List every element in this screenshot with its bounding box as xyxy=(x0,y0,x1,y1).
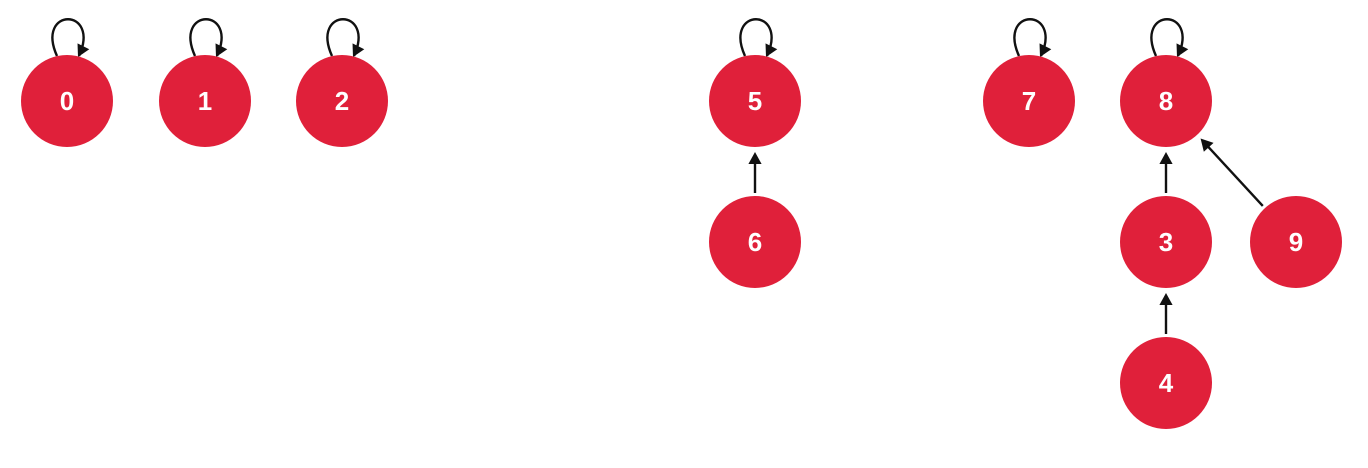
node-circle-6 xyxy=(709,196,801,288)
node-label-3: 3 xyxy=(1159,227,1173,257)
node-1: 1 xyxy=(159,55,251,147)
self-loop-0 xyxy=(51,18,85,57)
self-loop-arrowhead-7 xyxy=(1039,43,1052,57)
self-loop-arrowhead-2 xyxy=(352,43,365,57)
edge-arrowhead-9-to-8 xyxy=(1200,138,1214,152)
node-5: 5 xyxy=(709,55,801,147)
self-loop-1 xyxy=(189,18,223,57)
self-loop-arrowhead-0 xyxy=(77,43,90,57)
self-loop-7 xyxy=(1013,18,1047,57)
node-label-2: 2 xyxy=(335,86,349,116)
node-circle-1 xyxy=(159,55,251,147)
node-circle-8 xyxy=(1120,55,1212,147)
node-label-4: 4 xyxy=(1159,368,1174,398)
node-3: 3 xyxy=(1120,196,1212,288)
nodes-layer: 0 1 2 5 6 7 8 3 9 4 xyxy=(21,55,1342,429)
node-circle-9 xyxy=(1250,196,1342,288)
node-circle-7 xyxy=(983,55,1075,147)
node-7: 7 xyxy=(983,55,1075,147)
edge-9-to-8 xyxy=(1206,144,1264,207)
edge-arrowhead-6-to-5 xyxy=(748,152,762,164)
node-label-0: 0 xyxy=(60,86,74,116)
node-label-9: 9 xyxy=(1289,227,1303,257)
node-label-6: 6 xyxy=(748,227,762,257)
node-circle-4 xyxy=(1120,337,1212,429)
node-6: 6 xyxy=(709,196,801,288)
node-0: 0 xyxy=(21,55,113,147)
edge-arrowhead-4-to-3 xyxy=(1159,293,1173,305)
self-loops-layer xyxy=(51,18,1189,57)
node-label-8: 8 xyxy=(1159,86,1173,116)
self-loop-8 xyxy=(1150,18,1184,57)
self-loop-5 xyxy=(739,18,773,57)
edges-layer xyxy=(748,138,1264,334)
node-label-1: 1 xyxy=(198,86,212,116)
node-label-5: 5 xyxy=(748,86,762,116)
self-loop-arrowhead-1 xyxy=(215,43,228,57)
node-4: 4 xyxy=(1120,337,1212,429)
node-9: 9 xyxy=(1250,196,1342,288)
node-circle-5 xyxy=(709,55,801,147)
self-loop-arrowhead-8 xyxy=(1176,43,1189,57)
self-loop-arrowhead-5 xyxy=(765,43,778,57)
node-2: 2 xyxy=(296,55,388,147)
node-label-7: 7 xyxy=(1022,86,1036,116)
node-circle-2 xyxy=(296,55,388,147)
node-8: 8 xyxy=(1120,55,1212,147)
edge-arrowhead-3-to-8 xyxy=(1159,152,1173,164)
node-circle-3 xyxy=(1120,196,1212,288)
node-circle-0 xyxy=(21,55,113,147)
self-loop-2 xyxy=(326,18,360,57)
